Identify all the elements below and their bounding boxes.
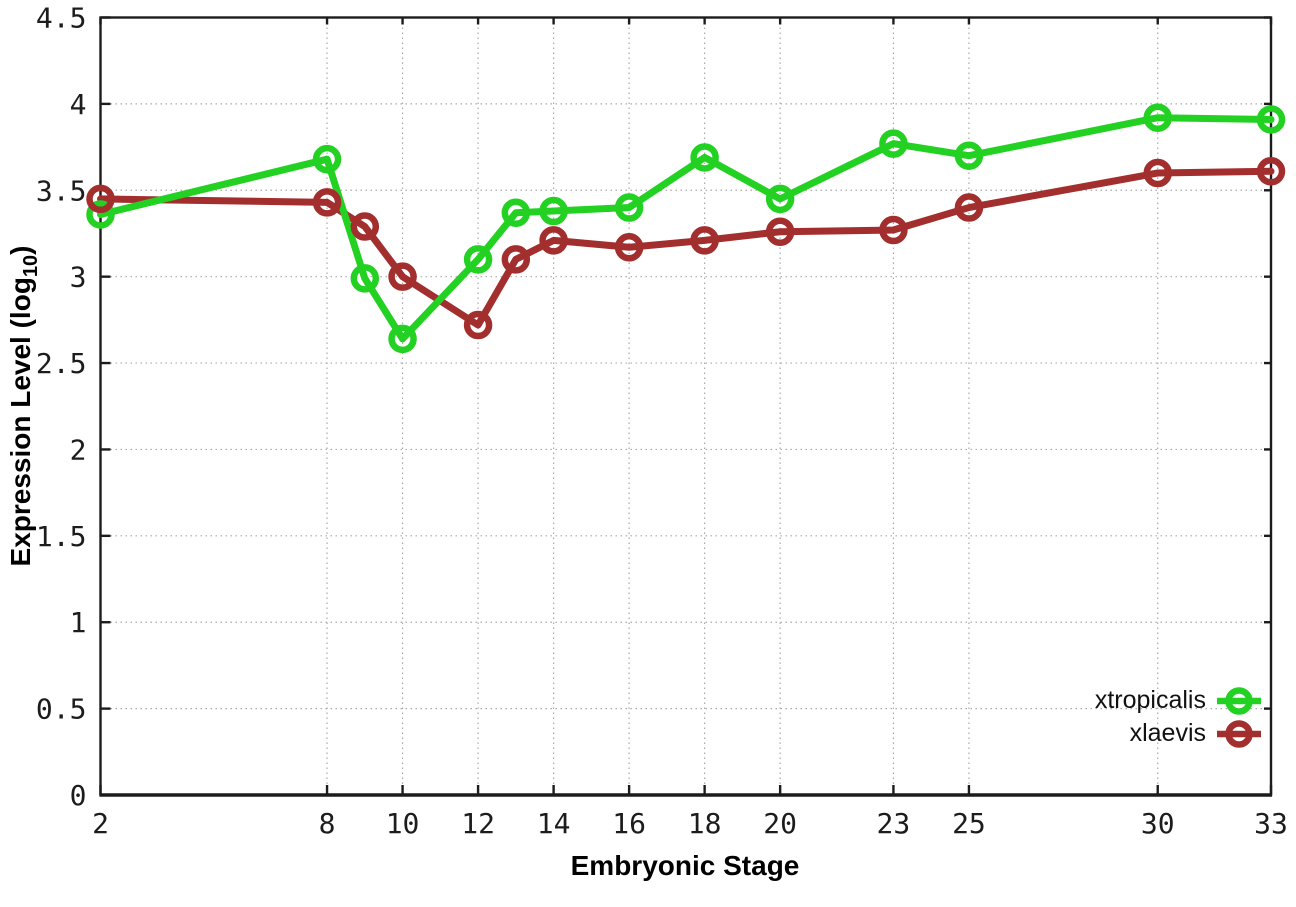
data-point-xlaevis-stage-10 xyxy=(388,262,417,291)
x-tick-label: 2 xyxy=(92,807,109,840)
x-tick-label: 14 xyxy=(537,807,571,840)
data-point-xtropicalis-stage-8 xyxy=(312,144,342,174)
legend-entry-xlaevis: xlaevis xyxy=(1095,717,1262,750)
data-point-xtropicalis-stage-18 xyxy=(690,143,719,172)
y-tick-label: 3 xyxy=(70,261,87,294)
data-point-xlaevis-stage-25 xyxy=(954,193,984,222)
x-tick-label: 20 xyxy=(763,807,797,840)
data-point-xtropicalis-stage-13 xyxy=(501,198,531,227)
y-tick-label: 2.5 xyxy=(36,347,87,380)
data-point-xlaevis-stage-18 xyxy=(690,226,719,255)
x-tick-label: 25 xyxy=(952,807,986,840)
data-point-xtropicalis-stage-25 xyxy=(954,141,984,170)
x-tick-label: 8 xyxy=(319,807,336,840)
legend: xtropicalis xlaevis xyxy=(1095,684,1262,750)
x-tick-label: 18 xyxy=(688,807,722,840)
data-point-xlaevis-stage-9 xyxy=(350,212,380,241)
data-point-xtropicalis-stage-16 xyxy=(614,193,644,222)
x-tick-label: 33 xyxy=(1254,807,1288,840)
x-tick-label: 12 xyxy=(461,807,495,840)
data-point-xtropicalis-stage-30 xyxy=(1143,103,1172,132)
data-point-xlaevis-stage-12 xyxy=(463,310,493,340)
data-point-xlaevis-stage-2 xyxy=(86,184,115,214)
data-point-xtropicalis-stage-2 xyxy=(86,200,115,229)
y-tick-label: 3.5 xyxy=(36,174,87,207)
data-point-xlaevis-stage-8 xyxy=(312,188,342,217)
series-line-xtropicalis xyxy=(97,114,1275,343)
y-axis-title-text: Expression Level (log xyxy=(5,277,37,567)
plot-border xyxy=(99,16,1273,797)
data-point-xtropicalis-stage-12 xyxy=(463,245,493,274)
data-point-xtropicalis-stage-23 xyxy=(879,129,908,158)
y-tick-label: 2 xyxy=(70,433,87,466)
series-line-xlaevis xyxy=(97,167,1275,329)
data-point-xlaevis-stage-14 xyxy=(539,226,568,255)
legend-label-xlaevis: xlaevis xyxy=(1129,719,1206,747)
y-tick-label: 4.5 xyxy=(36,2,87,35)
x-tick-label: 10 xyxy=(386,807,420,840)
xlaevis-line-marker-icon xyxy=(1217,719,1261,748)
data-point-xlaevis-stage-33 xyxy=(1256,157,1286,186)
data-point-xlaevis-stage-13 xyxy=(501,245,531,274)
y-tick-label: 1.5 xyxy=(36,520,87,553)
data-point-xtropicalis-stage-20 xyxy=(765,184,795,214)
legend-label-xtropicalis: xtropicalis xyxy=(1094,686,1206,714)
y-tick-label: 1 xyxy=(70,606,87,639)
x-tick-label: 16 xyxy=(612,807,646,840)
legend-entry-xtropicalis: xtropicalis xyxy=(1095,684,1262,717)
data-point-xtropicalis-stage-10 xyxy=(388,324,417,354)
y-tick-label: 0 xyxy=(70,779,87,812)
data-point-xtropicalis-stage-14 xyxy=(539,196,568,226)
data-point-xlaevis-stage-30 xyxy=(1143,158,1172,188)
x-axis-title: Embryonic Stage xyxy=(570,850,800,881)
data-point-xlaevis-stage-20 xyxy=(765,217,795,246)
data-point-xtropicalis-stage-9 xyxy=(350,264,380,293)
y-axis-title: Expression Level (log10) xyxy=(5,246,43,567)
data-point-xlaevis-stage-16 xyxy=(614,233,644,262)
y-tick-label: 0.5 xyxy=(36,693,87,726)
data-point-xtropicalis-stage-33 xyxy=(1256,105,1286,134)
x-tick-label: 23 xyxy=(877,807,911,840)
data-point-xlaevis-stage-23 xyxy=(879,215,908,245)
y-axis-title-subscript: 10 xyxy=(19,254,42,278)
xtropicalis-line-marker-icon xyxy=(1217,686,1261,715)
y-axis-title-suffix: ) xyxy=(5,245,37,255)
x-tick-label: 30 xyxy=(1141,807,1175,840)
y-tick-label: 4 xyxy=(70,88,87,121)
